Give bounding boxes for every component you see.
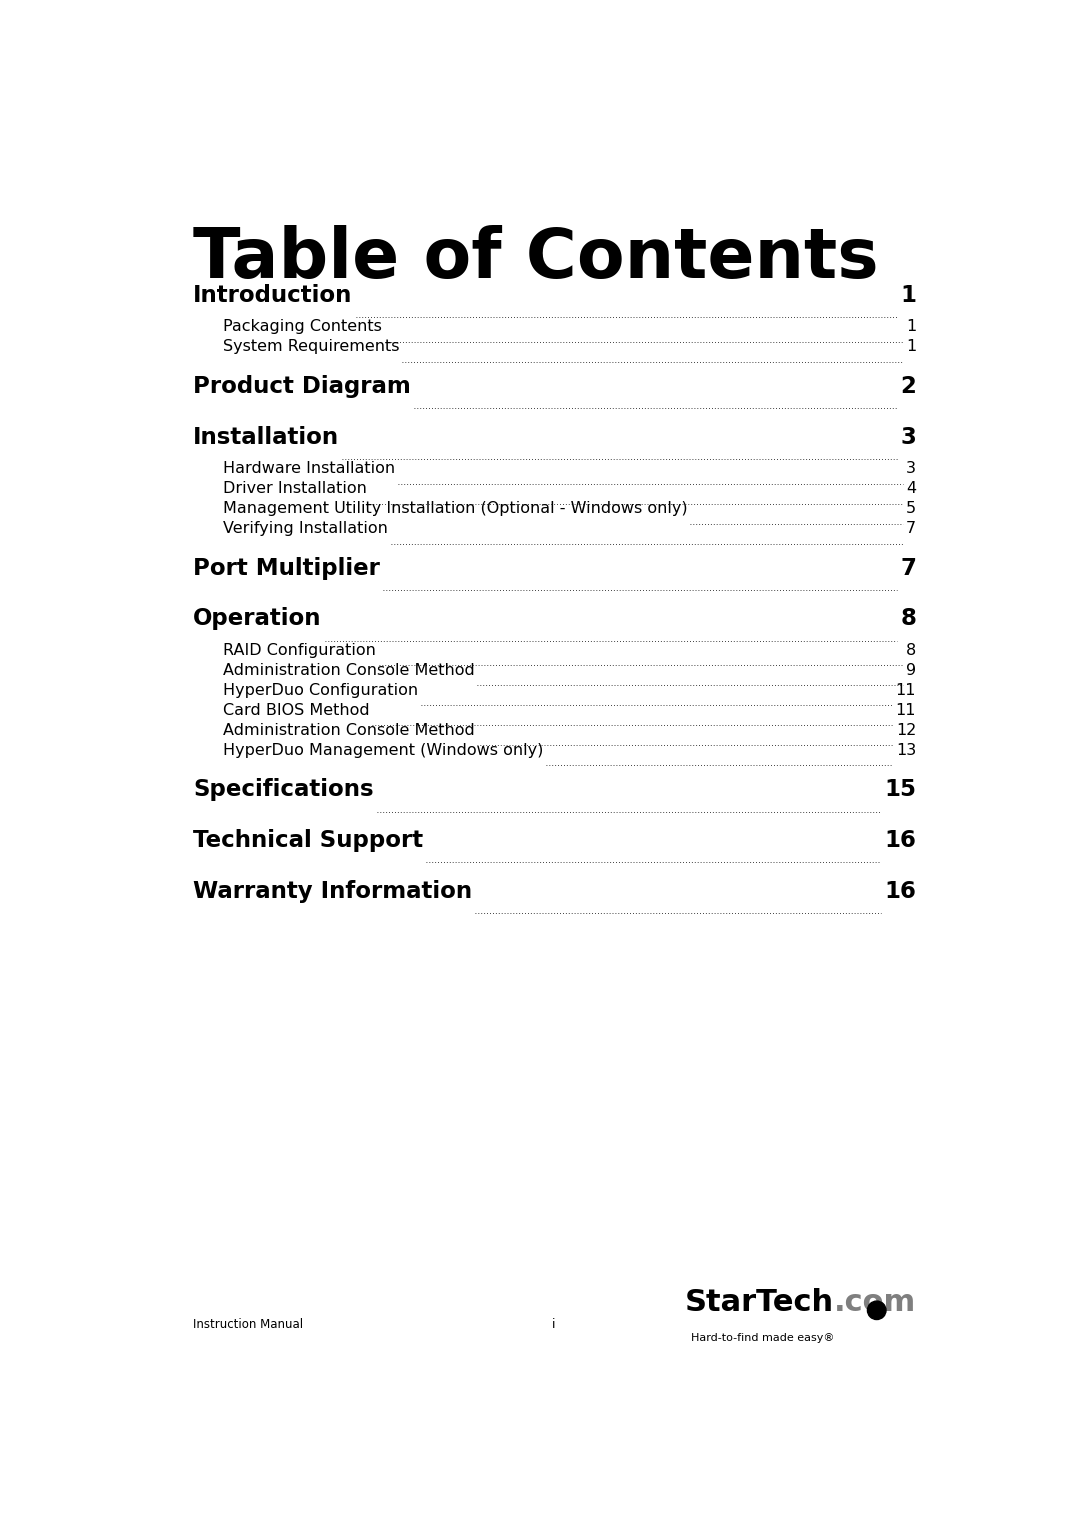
Text: 3: 3	[901, 426, 916, 449]
Text: 1: 1	[906, 320, 916, 335]
Text: 16: 16	[885, 829, 916, 852]
Text: Verifying Installation: Verifying Installation	[222, 521, 388, 536]
Text: Administration Console Method: Administration Console Method	[222, 662, 474, 677]
Text: 12: 12	[895, 723, 916, 738]
Text: 4: 4	[906, 481, 916, 496]
Text: 11: 11	[895, 683, 916, 697]
Text: Administration Console Method: Administration Console Method	[222, 723, 474, 738]
Text: Driver Installation: Driver Installation	[222, 481, 366, 496]
Text: 2: 2	[901, 374, 916, 397]
Text: 1: 1	[906, 339, 916, 355]
Text: Hard-to-find made easy®: Hard-to-find made easy®	[690, 1333, 834, 1344]
Text: 8: 8	[901, 607, 916, 630]
Circle shape	[867, 1301, 886, 1320]
Text: RAID Configuration: RAID Configuration	[222, 642, 376, 658]
Text: 15: 15	[885, 778, 916, 801]
Text: Installation: Installation	[193, 426, 339, 449]
Text: Hardware Installation: Hardware Installation	[222, 461, 394, 476]
Text: Warranty Information: Warranty Information	[193, 880, 472, 903]
Text: i: i	[552, 1318, 555, 1330]
Text: Port Multiplier: Port Multiplier	[193, 557, 380, 580]
Text: 13: 13	[896, 743, 916, 758]
Text: 9: 9	[906, 662, 916, 677]
Text: Management Utility Installation (Optional - Windows only): Management Utility Installation (Optiona…	[222, 501, 687, 516]
Text: HyperDuo Management (Windows only): HyperDuo Management (Windows only)	[222, 743, 543, 758]
Text: Card BIOS Method: Card BIOS Method	[222, 703, 369, 718]
Text: 8: 8	[906, 642, 916, 658]
Text: Product Diagram: Product Diagram	[193, 374, 410, 397]
Text: Instruction Manual: Instruction Manual	[193, 1318, 303, 1330]
Text: 11: 11	[895, 703, 916, 718]
Text: 1: 1	[901, 285, 916, 307]
Text: 16: 16	[885, 880, 916, 903]
Text: Introduction: Introduction	[193, 285, 352, 307]
Text: StarTech: StarTech	[685, 1288, 834, 1317]
Text: 7: 7	[901, 557, 916, 580]
Text: .com: .com	[834, 1288, 916, 1317]
Text: 7: 7	[906, 521, 916, 536]
Text: Operation: Operation	[193, 607, 322, 630]
Text: Specifications: Specifications	[193, 778, 374, 801]
Text: Technical Support: Technical Support	[193, 829, 423, 852]
Text: System Requirements: System Requirements	[222, 339, 400, 355]
Text: Packaging Contents: Packaging Contents	[222, 320, 381, 335]
Text: 5: 5	[906, 501, 916, 516]
Text: HyperDuo Configuration: HyperDuo Configuration	[222, 683, 418, 697]
Text: Table of Contents: Table of Contents	[193, 225, 879, 292]
Text: 3: 3	[906, 461, 916, 476]
